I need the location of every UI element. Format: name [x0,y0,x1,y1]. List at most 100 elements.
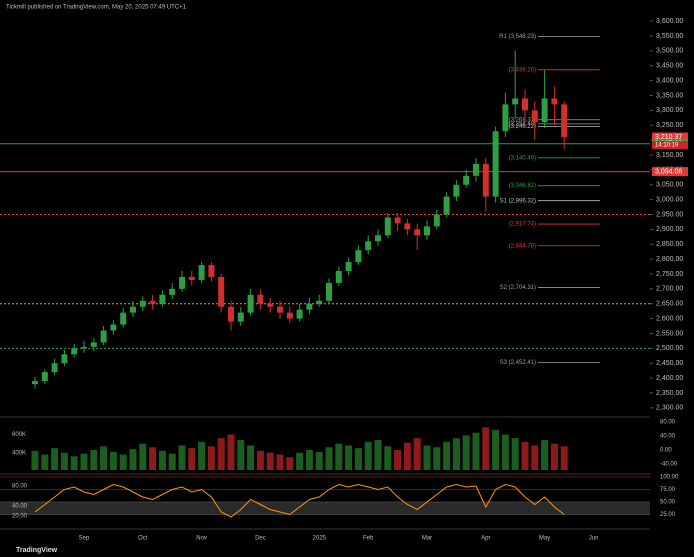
candle-body [149,300,156,304]
volume-bar [443,441,451,470]
pivot-label: (3,140.49) [509,155,536,161]
volume-bar [550,443,558,470]
candle-body [522,98,528,111]
x-tick-label: Jun [589,536,599,542]
candle-body [247,294,254,313]
y-tick-label: 2,300.00 [656,405,683,412]
y2-tick-label: 40.00 [660,434,676,440]
candle-body [51,363,58,373]
volume-bar [207,446,215,470]
volume-bar [41,454,49,470]
volume-bar [168,453,176,470]
volume-bar [178,445,186,470]
candle-body [345,262,352,272]
candle-body [306,303,313,310]
volume-bar [541,440,549,470]
candle-body [228,306,234,322]
candle-body [512,98,519,105]
pivot-label: (3,268.37) [509,117,536,123]
volume-bar [315,451,323,470]
volume-bar [247,445,255,470]
y-tick-label: 3,600.00 [656,18,683,25]
footer: TradingView [16,547,58,554]
volume-bar [335,443,343,470]
volume-bar [403,442,411,470]
y-tick-label: 600K [12,432,26,438]
volume-bar [433,447,441,470]
volume-bar [109,451,117,470]
y-tick-label: 3,350.00 [656,92,683,99]
y-tick-label: 2,600.00 [656,315,683,322]
y-tick-label: 3,300.00 [656,107,683,114]
candle-body [159,294,166,304]
candle-body [502,104,509,132]
volume-bar [531,445,539,470]
y-tick-label: 2,700.00 [656,286,683,293]
y-tick-label: 2,450.00 [656,360,683,367]
candle-body [394,217,401,224]
volume-bar [364,441,372,470]
candle-body [41,372,48,382]
pivot-label: (2,917.74) [509,222,536,228]
candle-body [453,184,460,197]
y-tick-label: 2,350.00 [656,390,683,397]
x-tick-label: Mar [422,536,432,542]
candle-body [463,175,470,185]
candle-body [267,303,274,307]
band [0,502,650,515]
price-tag-label: 3,094.08 [655,168,682,175]
y-tick-label: 2,500.00 [656,345,683,352]
candle-body [433,214,440,227]
header: Tickmill published on TradingView.com, M… [6,5,187,11]
volume-bar [31,450,39,470]
price-tag-label: 3,210.37 [655,134,682,141]
x-tick-label: May [539,536,550,542]
volume-bar [51,448,59,470]
volume-bar [100,446,108,470]
y-tick-label: 3,400.00 [656,77,683,84]
pivot-label: (3,046.82) [509,183,536,189]
volume-bar [345,445,353,470]
y-tick-label: 3,500.00 [656,48,683,55]
y2-tick-label: -40.00 [660,462,678,468]
x-tick-label: Nov [196,536,207,542]
candle-body [531,110,538,123]
volume-bar [149,447,157,470]
candle-body [316,300,323,304]
volume-bar [521,441,529,470]
y-tick-label: 3,000.00 [656,196,683,203]
candle-body [541,98,548,123]
volume-bar [452,438,460,470]
candle-body [198,265,205,280]
volume-bar [413,438,421,470]
volume-bar [374,440,382,470]
candle-body [179,276,185,289]
candle-body [139,300,146,307]
y-tick-label: 2,400.00 [656,375,683,382]
pivot-label: S2 (2,704.31) [500,285,536,291]
volume-bar [384,446,392,470]
pivot-label: (2,844.78) [509,243,536,249]
candle-body [551,98,558,105]
y-tick-label: 2,750.00 [656,271,683,278]
pivot-label: P (3,246.22) [503,124,536,130]
countdown-box [652,141,688,150]
candle-body [561,104,568,138]
volume-bar [305,450,313,470]
volume-bar [492,430,500,470]
candle-body [404,223,411,230]
volume-bar [276,454,284,470]
volume-bar [462,435,470,470]
volume-bar [501,434,509,470]
volume-bar [394,450,402,470]
y-tick-label: 3,150.00 [656,152,683,159]
y2-tick-label: 0.00 [660,448,672,454]
volume-bar [325,447,333,470]
candle-body [188,276,195,280]
y-tick-label: 2,850.00 [656,241,683,248]
y-tick-label: 3,050.00 [656,182,683,189]
volume-bar [560,446,568,470]
x-tick-label: Feb [363,536,374,542]
y-tick-label: 80.00 [12,484,28,490]
